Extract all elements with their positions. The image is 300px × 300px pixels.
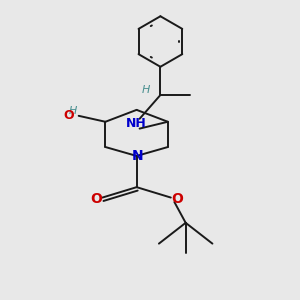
- Text: N: N: [132, 149, 143, 163]
- Text: H: H: [142, 85, 150, 95]
- Text: H: H: [69, 106, 77, 116]
- Text: O: O: [63, 109, 74, 122]
- Text: NH: NH: [126, 117, 147, 130]
- Text: O: O: [91, 192, 102, 206]
- Text: O: O: [171, 192, 183, 206]
